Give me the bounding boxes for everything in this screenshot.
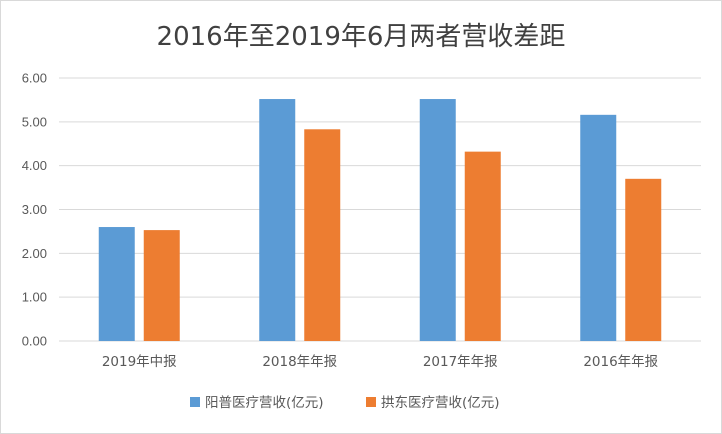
legend-swatch [366,397,376,407]
y-tick-label: 0.00 [22,334,47,349]
bar-yangpu-0 [98,227,135,341]
x-category-label: 2018年年报 [262,354,337,370]
y-axis-ticks: 0.00 1.00 2.00 3.00 4.00 5.00 6.00 [22,71,47,349]
y-tick-label: 4.00 [22,158,47,173]
legend-label: 拱东医疗营收(亿元) [381,395,500,411]
legend-swatch [190,397,200,407]
y-tick-label: 2.00 [22,246,47,261]
y-tick-label: 5.00 [22,114,47,129]
bar-gongdong-3 [625,178,662,341]
x-category-label: 2017年年报 [423,354,498,370]
x-axis-categories: 2019年中报 2018年年报 2017年年报 2016年年报 [102,354,658,370]
bar-gongdong-0 [143,230,180,341]
y-tick-label: 6.00 [22,71,47,86]
x-category-label: 2016年年报 [583,354,658,370]
x-category-label: 2019年中报 [102,354,177,370]
bars [98,99,662,341]
legend: 阳普医疗营收(亿元) 拱东医疗营收(亿元) [190,395,500,411]
y-tick-label: 1.00 [22,290,47,305]
bar-yangpu-2 [419,99,456,341]
legend-label: 阳普医疗营收(亿元) [205,395,324,411]
bar-gongdong-2 [464,151,501,341]
y-tick-label: 3.00 [22,202,47,217]
bar-gongdong-1 [304,129,341,341]
bar-yangpu-3 [580,114,617,341]
chart-title: 2016年至2019年6月两者营收差距 [157,22,566,52]
bar-yangpu-1 [259,99,296,341]
